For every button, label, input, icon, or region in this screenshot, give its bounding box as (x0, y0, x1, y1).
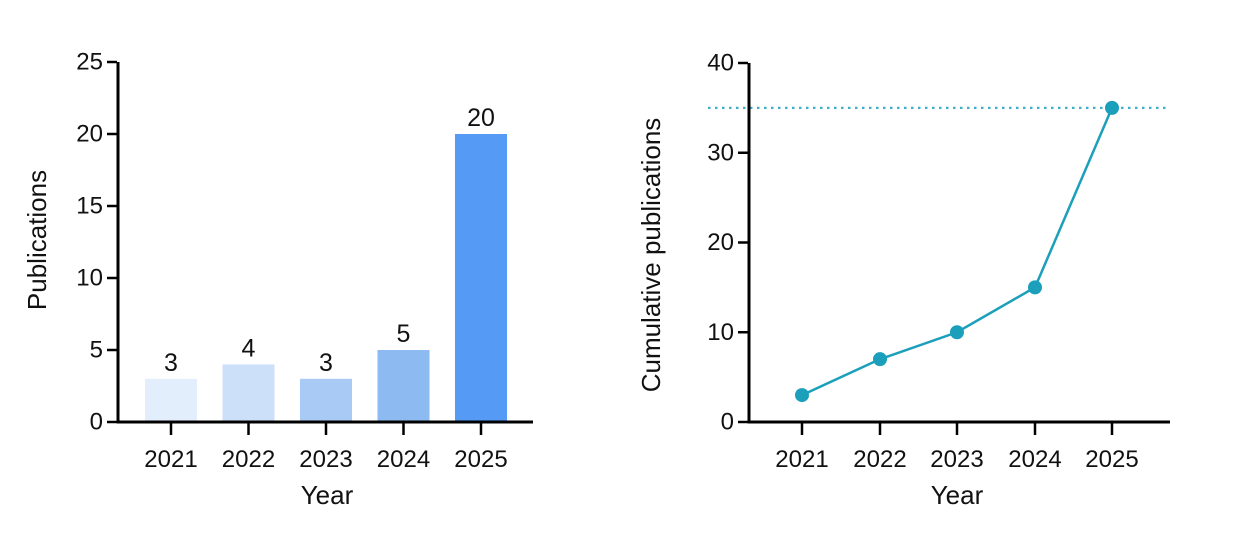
data-point-2021 (795, 388, 809, 403)
x-tick-label-2022: 2022 (853, 446, 906, 473)
y-tick-label: 25 (76, 49, 103, 76)
x-tick-label-2025: 2025 (454, 446, 507, 473)
axes-frame (747, 63, 1170, 424)
y-tick-label: 5 (90, 337, 103, 364)
bar-2022 (222, 364, 275, 422)
bar-2023 (300, 378, 352, 422)
y-tick-label: 15 (76, 193, 103, 220)
bar-value-label-2023: 3 (319, 349, 333, 377)
bar-value-label-2021: 3 (164, 349, 178, 377)
y-tick-label: 10 (707, 319, 734, 346)
cumulative-line-chart: 0 10 20 30 40 2021 2022 2023 2024 2025 Cumulative … (636, 50, 1170, 510)
x-tick-label-2021: 2021 (775, 446, 828, 473)
x-tick-label-2024: 2024 (1008, 446, 1061, 473)
x-tick-label-2022: 2022 (222, 446, 275, 473)
x-axis-title: Year (301, 480, 354, 510)
data-point-2025 (1105, 100, 1119, 115)
bar-value-label-2024: 5 (397, 320, 411, 348)
x-axis-title: Year (931, 480, 984, 510)
line-chart-cumulative-figure: 0 10 20 30 40 2021 2022 2023 2024 2025 Cumulative … (620, 0, 1247, 553)
y-tick-label: 40 (707, 50, 734, 77)
x-tick-label-2023: 2023 (299, 446, 352, 473)
x-tick-label-2023: 2023 (930, 446, 983, 473)
bar-value-label-2025: 20 (467, 104, 495, 132)
y-axis-title: Cumulative publications (636, 118, 666, 393)
x-tick-label-2025: 2025 (1085, 446, 1138, 473)
y-tick-label: 30 (707, 139, 734, 166)
x-tick-label-2021: 2021 (144, 446, 197, 473)
y-tick-label: 10 (76, 265, 103, 292)
y-axis-title: Publications (22, 170, 52, 310)
axes-frame (116, 62, 533, 424)
data-point-2023 (950, 325, 964, 340)
y-tick-label: 0 (90, 409, 103, 436)
bar-2025 (455, 134, 507, 422)
cumulative-series-line (801, 107, 1114, 397)
bar-value-label-2022: 4 (242, 334, 256, 362)
bar-2021 (145, 378, 197, 422)
x-tick-label-2024: 2024 (377, 446, 430, 473)
y-tick-label: 0 (721, 409, 734, 436)
data-point-2024 (1028, 280, 1042, 295)
bar-chart-publications-figure: 3 4 3 5 20 0 5 10 15 20 25 2021 2022 2023 2024 2025 Publ… (0, 0, 620, 553)
y-tick-label: 20 (707, 229, 734, 256)
data-point-2022 (873, 352, 887, 367)
bar-2024 (377, 350, 430, 422)
y-tick-label: 20 (76, 121, 103, 148)
